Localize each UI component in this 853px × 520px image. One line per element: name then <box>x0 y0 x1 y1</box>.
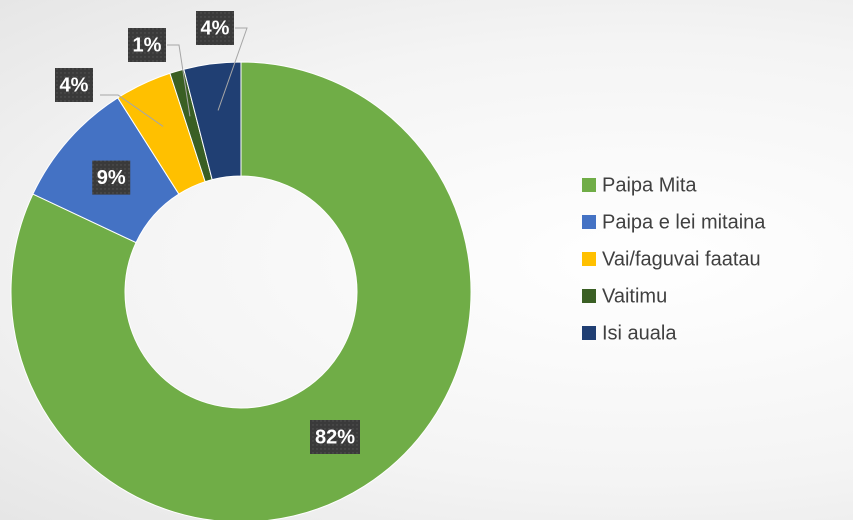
data-label: 4% <box>60 74 89 96</box>
legend-swatch <box>582 326 596 340</box>
legend-label: Paipa Mita <box>602 174 697 196</box>
data-label: 9% <box>97 167 126 189</box>
legend-swatch <box>582 215 596 229</box>
data-label: 4% <box>201 17 230 39</box>
legend-swatch <box>582 289 596 303</box>
legend-label: Isi auala <box>602 322 677 344</box>
label-box <box>128 28 166 62</box>
leader-line <box>100 94 164 127</box>
label-box <box>196 11 234 45</box>
legend-swatch <box>582 252 596 266</box>
leader-line <box>167 44 191 117</box>
legend-label: Vai/faguvai faatau <box>602 248 761 270</box>
legend-swatch <box>582 178 596 192</box>
label-box <box>310 420 360 454</box>
data-label: 1% <box>133 34 162 56</box>
legend-label: Vaitimu <box>602 285 667 307</box>
leader-line <box>217 27 248 111</box>
legend-label: Paipa e lei mitaina <box>602 211 766 233</box>
label-box <box>55 68 93 102</box>
label-box <box>92 160 131 195</box>
donut-slice <box>183 61 242 181</box>
data-label: 82% <box>315 426 355 448</box>
donut-slice <box>10 61 472 520</box>
